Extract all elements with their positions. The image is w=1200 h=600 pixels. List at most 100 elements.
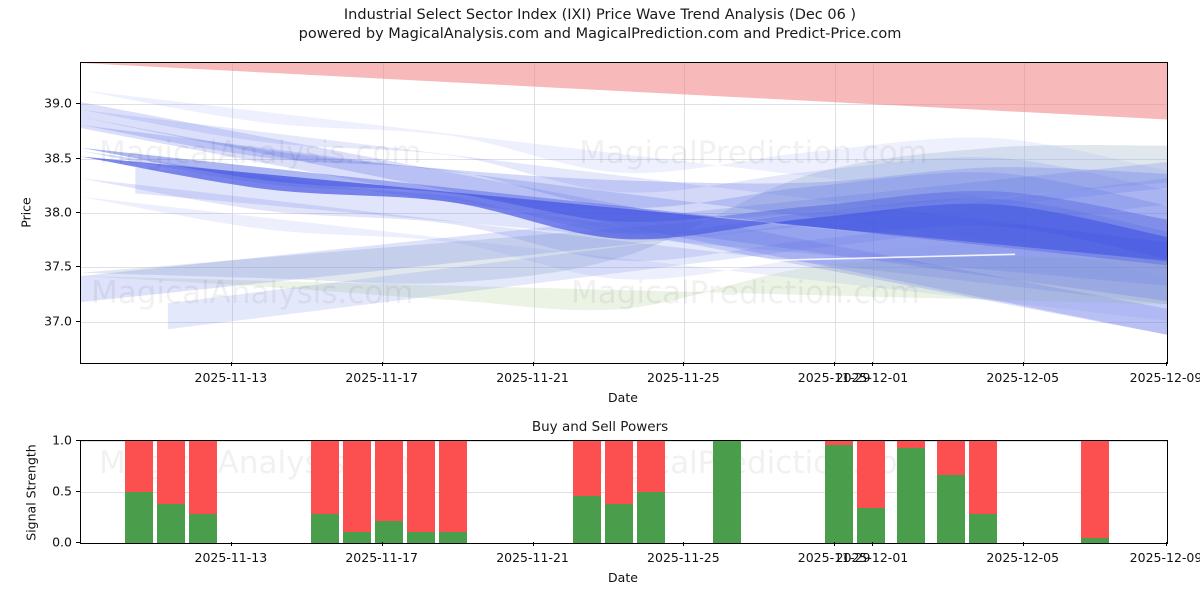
price-gridline-v-1 [382, 63, 384, 363]
buy-power-segment [825, 445, 853, 543]
signal-bar[interactable] [857, 441, 885, 543]
signal-xtick-label-7: 2025-12-09 [1129, 550, 1200, 565]
figure-title-line-1: Industrial Select Sector Index (IXI) Pri… [343, 7, 857, 23]
buy-power-segment [969, 514, 997, 543]
price-wave-streak-2 [81, 178, 1167, 305]
price-wave-streak-0 [81, 151, 1167, 301]
price-chart-ylabel: Price [18, 197, 34, 228]
signal-xtick-mark-3 [683, 542, 685, 546]
signal-bar[interactable] [311, 441, 339, 543]
sell-power-segment [189, 441, 217, 515]
sell-power-segment [857, 441, 885, 509]
buy-power-segment [713, 441, 741, 543]
sell-power-segment [1081, 441, 1109, 538]
signal-xtick-label-6: 2025-12-05 [986, 550, 1060, 565]
sell-power-segment [637, 441, 665, 492]
signal-ytick-mark-0 [76, 542, 80, 543]
price-xtick-mark-1 [381, 362, 383, 366]
sell-power-segment [439, 441, 467, 532]
price-ytick-mark-2 [76, 212, 80, 213]
signal-bar[interactable] [825, 441, 853, 543]
buy-sell-ylabel: Signal Strength [23, 444, 39, 541]
sell-power-segment [125, 441, 153, 492]
signal-xtick-label-0: 2025-11-13 [194, 550, 268, 565]
signal-bar[interactable] [573, 441, 601, 543]
price-ytick-label-1: 37.5 [44, 258, 72, 274]
sell-power-segment [605, 441, 633, 505]
signal-bar[interactable] [637, 441, 665, 543]
buy-power-segment [343, 531, 371, 543]
signal-bar[interactable] [125, 441, 153, 543]
price-gridline-h-1 [81, 267, 1167, 269]
price-wave-bands [81, 63, 1167, 335]
price-gridline-v-3 [684, 63, 686, 363]
price-xtick-label-7: 2025-12-09 [1129, 370, 1200, 385]
signal-xtick-mark-1 [381, 542, 383, 546]
price-xtick-label-5: 2025-12-01 [835, 370, 909, 385]
price-ytick-mark-4 [76, 103, 80, 105]
price-xtick-label-0: 2025-11-13 [194, 370, 268, 385]
price-ytick-mark-1 [76, 266, 80, 268]
figure-title-line-2: powered by MagicalAnalysis.com and Magic… [298, 26, 902, 42]
price-xtick-mark-5 [871, 362, 873, 366]
price-gridline-v-7 [1167, 63, 1168, 363]
signal-bar[interactable] [713, 441, 741, 543]
sell-power-segment [157, 441, 185, 505]
signal-xtick-mark-5 [871, 542, 873, 546]
signal-ytick-label-0: 0.0 [52, 534, 72, 550]
buy-sell-subplot-title: Buy and Sell Powers [531, 419, 669, 435]
buy-power-segment [311, 514, 339, 543]
buy-power-segment [407, 531, 435, 543]
signal-bar[interactable] [897, 441, 925, 543]
signal-xtick-mark-0 [230, 542, 232, 546]
signal-gridline-h-0 [81, 543, 1167, 544]
sell-power-segment [407, 441, 435, 532]
figure-title: Industrial Select Sector Index (IXI) Pri… [0, 6, 1200, 44]
price-ytick-label-3: 38.5 [44, 150, 72, 166]
price-ytick-label-4: 39.0 [44, 95, 72, 111]
signal-xtick-mark-4 [834, 542, 836, 546]
price-xtick-label-2: 2025-11-21 [496, 370, 569, 385]
buy-power-segment [439, 531, 467, 543]
price-gridline-h-3 [81, 158, 1167, 160]
price-xtick-mark-2 [532, 362, 534, 366]
signal-bar[interactable] [605, 441, 633, 543]
buy-power-segment [157, 504, 185, 543]
signal-xtick-mark-2 [532, 542, 534, 546]
sell-power-segment [311, 441, 339, 515]
price-xtick-mark-7 [1166, 362, 1167, 366]
signal-bar[interactable] [189, 441, 217, 543]
signal-xtick-mark-7 [1166, 542, 1167, 546]
buy-sell-xlabel: Date [608, 570, 638, 585]
sell-power-segment [897, 441, 925, 449]
signal-bar[interactable] [969, 441, 997, 543]
price-band-support-zone [81, 144, 1167, 284]
sell-power-segment [375, 441, 403, 521]
price-chart-xlabel: Date [608, 390, 638, 405]
signal-bar[interactable] [375, 441, 403, 543]
price-wave-streak-1 [81, 125, 1167, 262]
signal-bar[interactable] [937, 441, 965, 543]
price-xtick-label-4: 2025-11-29 [797, 370, 871, 385]
buy-power-segment [605, 504, 633, 543]
price-band-resistance-zone [81, 63, 1167, 120]
signal-bar[interactable] [407, 441, 435, 543]
price-wave-diagonal-1 [81, 161, 1167, 303]
signal-bar[interactable] [157, 441, 185, 543]
signal-bar[interactable] [343, 441, 371, 543]
buy-power-segment [1081, 537, 1109, 543]
buy-power-segment [637, 492, 665, 543]
price-gridline-v-0 [231, 63, 233, 363]
signal-xtick-label-2: 2025-11-21 [496, 550, 569, 565]
price-wave-diagonal-0 [81, 102, 1167, 335]
price-xtick-mark-3 [683, 362, 685, 366]
signal-bar[interactable] [1081, 441, 1109, 543]
buy-power-segment [125, 492, 153, 543]
signal-bar[interactable] [439, 441, 467, 543]
sell-power-segment [343, 441, 371, 532]
price-chart-plot-area: MagicalAnalysis.com MagicalPrediction.com… [80, 62, 1168, 364]
price-band-wave-mid-band [81, 147, 1167, 266]
price-xtick-label-3: 2025-11-25 [647, 370, 720, 385]
price-band-green-band [81, 256, 1167, 311]
